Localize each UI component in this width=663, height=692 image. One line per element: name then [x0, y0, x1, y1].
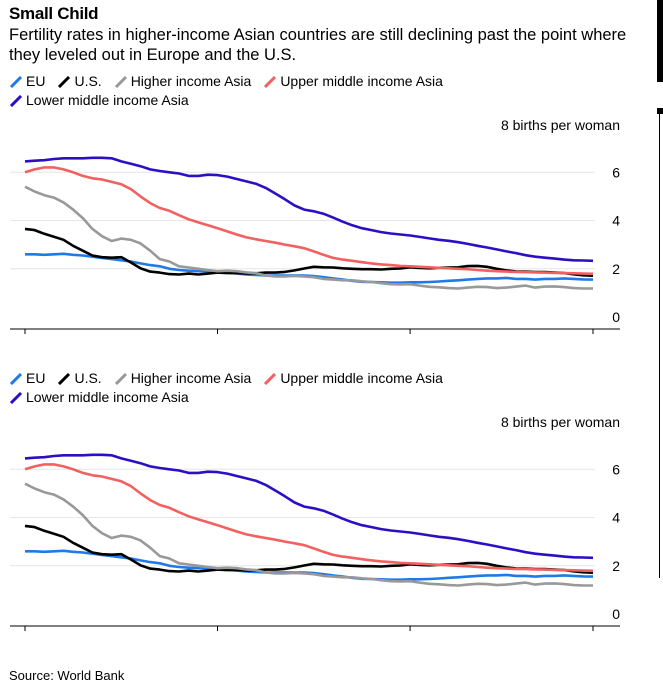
- series-line-lower-middle-income-asia: [24, 453, 594, 560]
- legend-swatch-icon: [9, 75, 23, 89]
- legend-item: Higher income Asia: [114, 369, 252, 388]
- legend-label: Higher income Asia: [130, 370, 252, 386]
- legend-item: EU: [9, 72, 45, 91]
- y-axis-unit-label: 8 births per woman: [501, 414, 620, 430]
- fertility-chart-1: 8 births per woman02461960198020002019: [10, 117, 620, 334]
- legend-item: U.S.: [57, 369, 102, 388]
- y-tick-label: 4: [612, 510, 620, 526]
- legend-swatch-icon: [9, 391, 23, 405]
- legend-swatch-icon: [58, 75, 71, 89]
- legend-swatch-icon: [58, 372, 71, 386]
- edge-decoration: [657, 0, 663, 82]
- y-tick-label: 6: [612, 164, 620, 180]
- legend-label: Upper middle income Asia: [280, 370, 443, 386]
- legend-top: EU U.S. Higher income Asia Upper middle inc…: [9, 72, 569, 110]
- chart-title: Small Child: [9, 4, 99, 23]
- source-note: Source: World Bank: [9, 668, 125, 683]
- legend-label: Lower middle income Asia: [26, 92, 189, 108]
- legend-swatch-icon: [264, 372, 277, 386]
- legend-label: EU: [26, 73, 46, 89]
- y-axis-unit-label: 8 births per woman: [501, 117, 620, 133]
- legend-swatch-icon: [114, 372, 127, 386]
- edge-decoration: [659, 108, 660, 578]
- legend-item: Lower middle income Asia: [9, 388, 189, 407]
- series-line-lower-middle-income-asia: [24, 156, 594, 263]
- series-line-u-s: [24, 524, 594, 574]
- series-line-higher-income-asia: [24, 482, 593, 587]
- legend-item: U.S.: [57, 72, 102, 91]
- legend-label: U.S.: [74, 370, 102, 386]
- legend-swatch-icon: [9, 372, 23, 386]
- legend-item: Higher income Asia: [114, 72, 252, 91]
- legend-swatch-icon: [114, 75, 127, 89]
- fertility-chart-2: 8 births per woman02461960198020002019: [10, 414, 620, 631]
- legend-label: Higher income Asia: [130, 73, 252, 89]
- y-tick-label: 2: [612, 261, 620, 277]
- legend-label: Upper middle income Asia: [280, 73, 443, 89]
- edge-decoration: [657, 108, 663, 114]
- y-tick-label: 4: [612, 213, 620, 229]
- legend-label: U.S.: [74, 73, 102, 89]
- y-tick-label: 6: [612, 461, 620, 477]
- legend-label: EU: [26, 370, 46, 386]
- chart-subtitle: Fertility rates in higher-income Asian c…: [9, 26, 627, 64]
- series-line-u-s: [24, 227, 594, 277]
- legend-swatch-icon: [264, 75, 277, 89]
- series-line-upper-middle-income-asia: [24, 166, 594, 276]
- series-line-upper-middle-income-asia: [24, 463, 594, 573]
- y-tick-label: 0: [612, 309, 620, 325]
- legend-label: Lower middle income Asia: [26, 389, 189, 405]
- legend-swatch-icon: [9, 94, 23, 108]
- legend-item: Upper middle income Asia: [263, 369, 443, 388]
- legend-bottom: EU U.S. Higher income Asia Upper middle inc…: [9, 369, 569, 407]
- y-tick-label: 2: [612, 558, 620, 574]
- y-tick-label: 0: [612, 606, 620, 622]
- legend-item: EU: [9, 369, 45, 388]
- legend-item: Lower middle income Asia: [9, 91, 189, 110]
- legend-item: Upper middle income Asia: [263, 72, 443, 91]
- series-line-higher-income-asia: [24, 185, 593, 290]
